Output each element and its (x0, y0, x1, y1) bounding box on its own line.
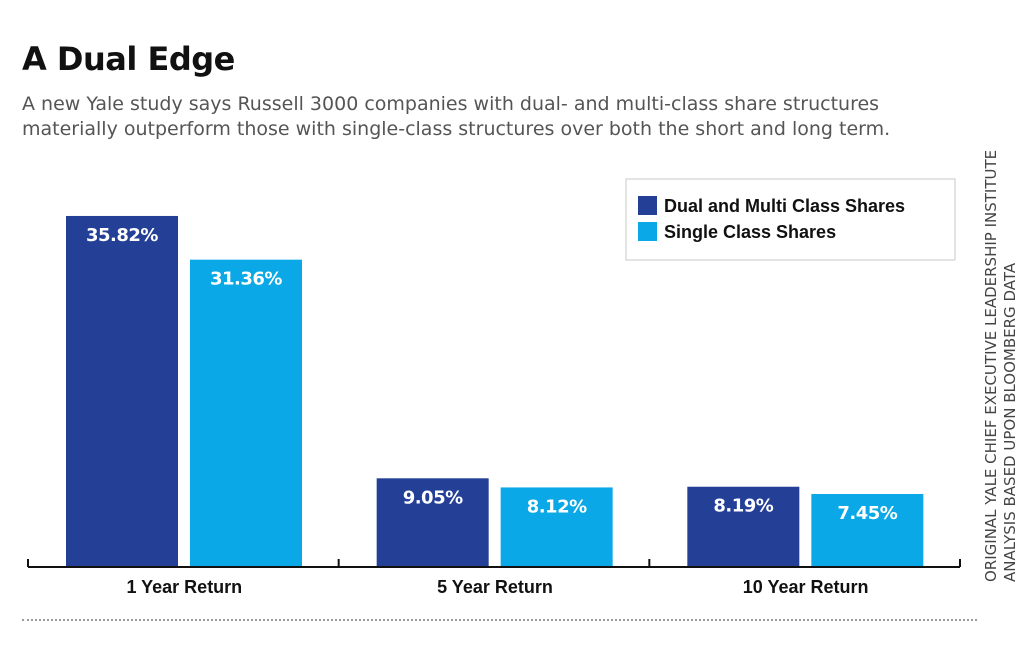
bar-dual-2 (376, 478, 489, 567)
subtitle-line-1: A new Yale study says Russell 3000 compa… (22, 93, 880, 115)
legend-label-single: Single Class Shares (664, 222, 836, 242)
bar-dual-3 (687, 486, 800, 567)
source-line-1: ORIGINAL YALE CHIEF EXECUTIVE LEADERSHIP… (982, 149, 1000, 582)
x-tick-label-3: 10 Year Return (743, 577, 869, 597)
bar-dual-1 (66, 215, 178, 568)
bar-single-1 (190, 259, 302, 567)
source-line-2: ANALYSIS BASED UPON BLOOMBERG DATA (1001, 262, 1019, 582)
legend-swatch-single (638, 222, 657, 241)
legend-label-dual: Dual and Multi Class Shares (664, 196, 905, 216)
x-tick-label-2: 5 Year Return (437, 577, 553, 597)
bar-single-3 (811, 493, 924, 567)
data-label-dual-1: 35.82% (86, 225, 158, 246)
dotted-divider (22, 619, 977, 621)
data-label-dual-2: 9.05% (403, 487, 463, 508)
legend-box (625, 178, 956, 261)
legend-swatch-dual (638, 196, 657, 215)
source-note: ORIGINAL YALE CHIEF EXECUTIVE LEADERSHIP… (982, 112, 1020, 582)
data-label-dual-3: 8.19% (713, 496, 773, 517)
subtitle-line-2: materially outperform those with single-… (22, 118, 891, 140)
chart-title: A Dual Edge (22, 40, 235, 78)
data-label-single-2: 8.12% (527, 496, 587, 517)
bar-single-2 (500, 487, 613, 567)
x-tick-label-1: 1 Year Return (126, 577, 242, 597)
data-label-single-1: 31.36% (210, 269, 282, 290)
data-label-single-3: 7.45% (837, 503, 897, 524)
chart-subtitle: A new Yale study says Russell 3000 compa… (22, 92, 972, 142)
